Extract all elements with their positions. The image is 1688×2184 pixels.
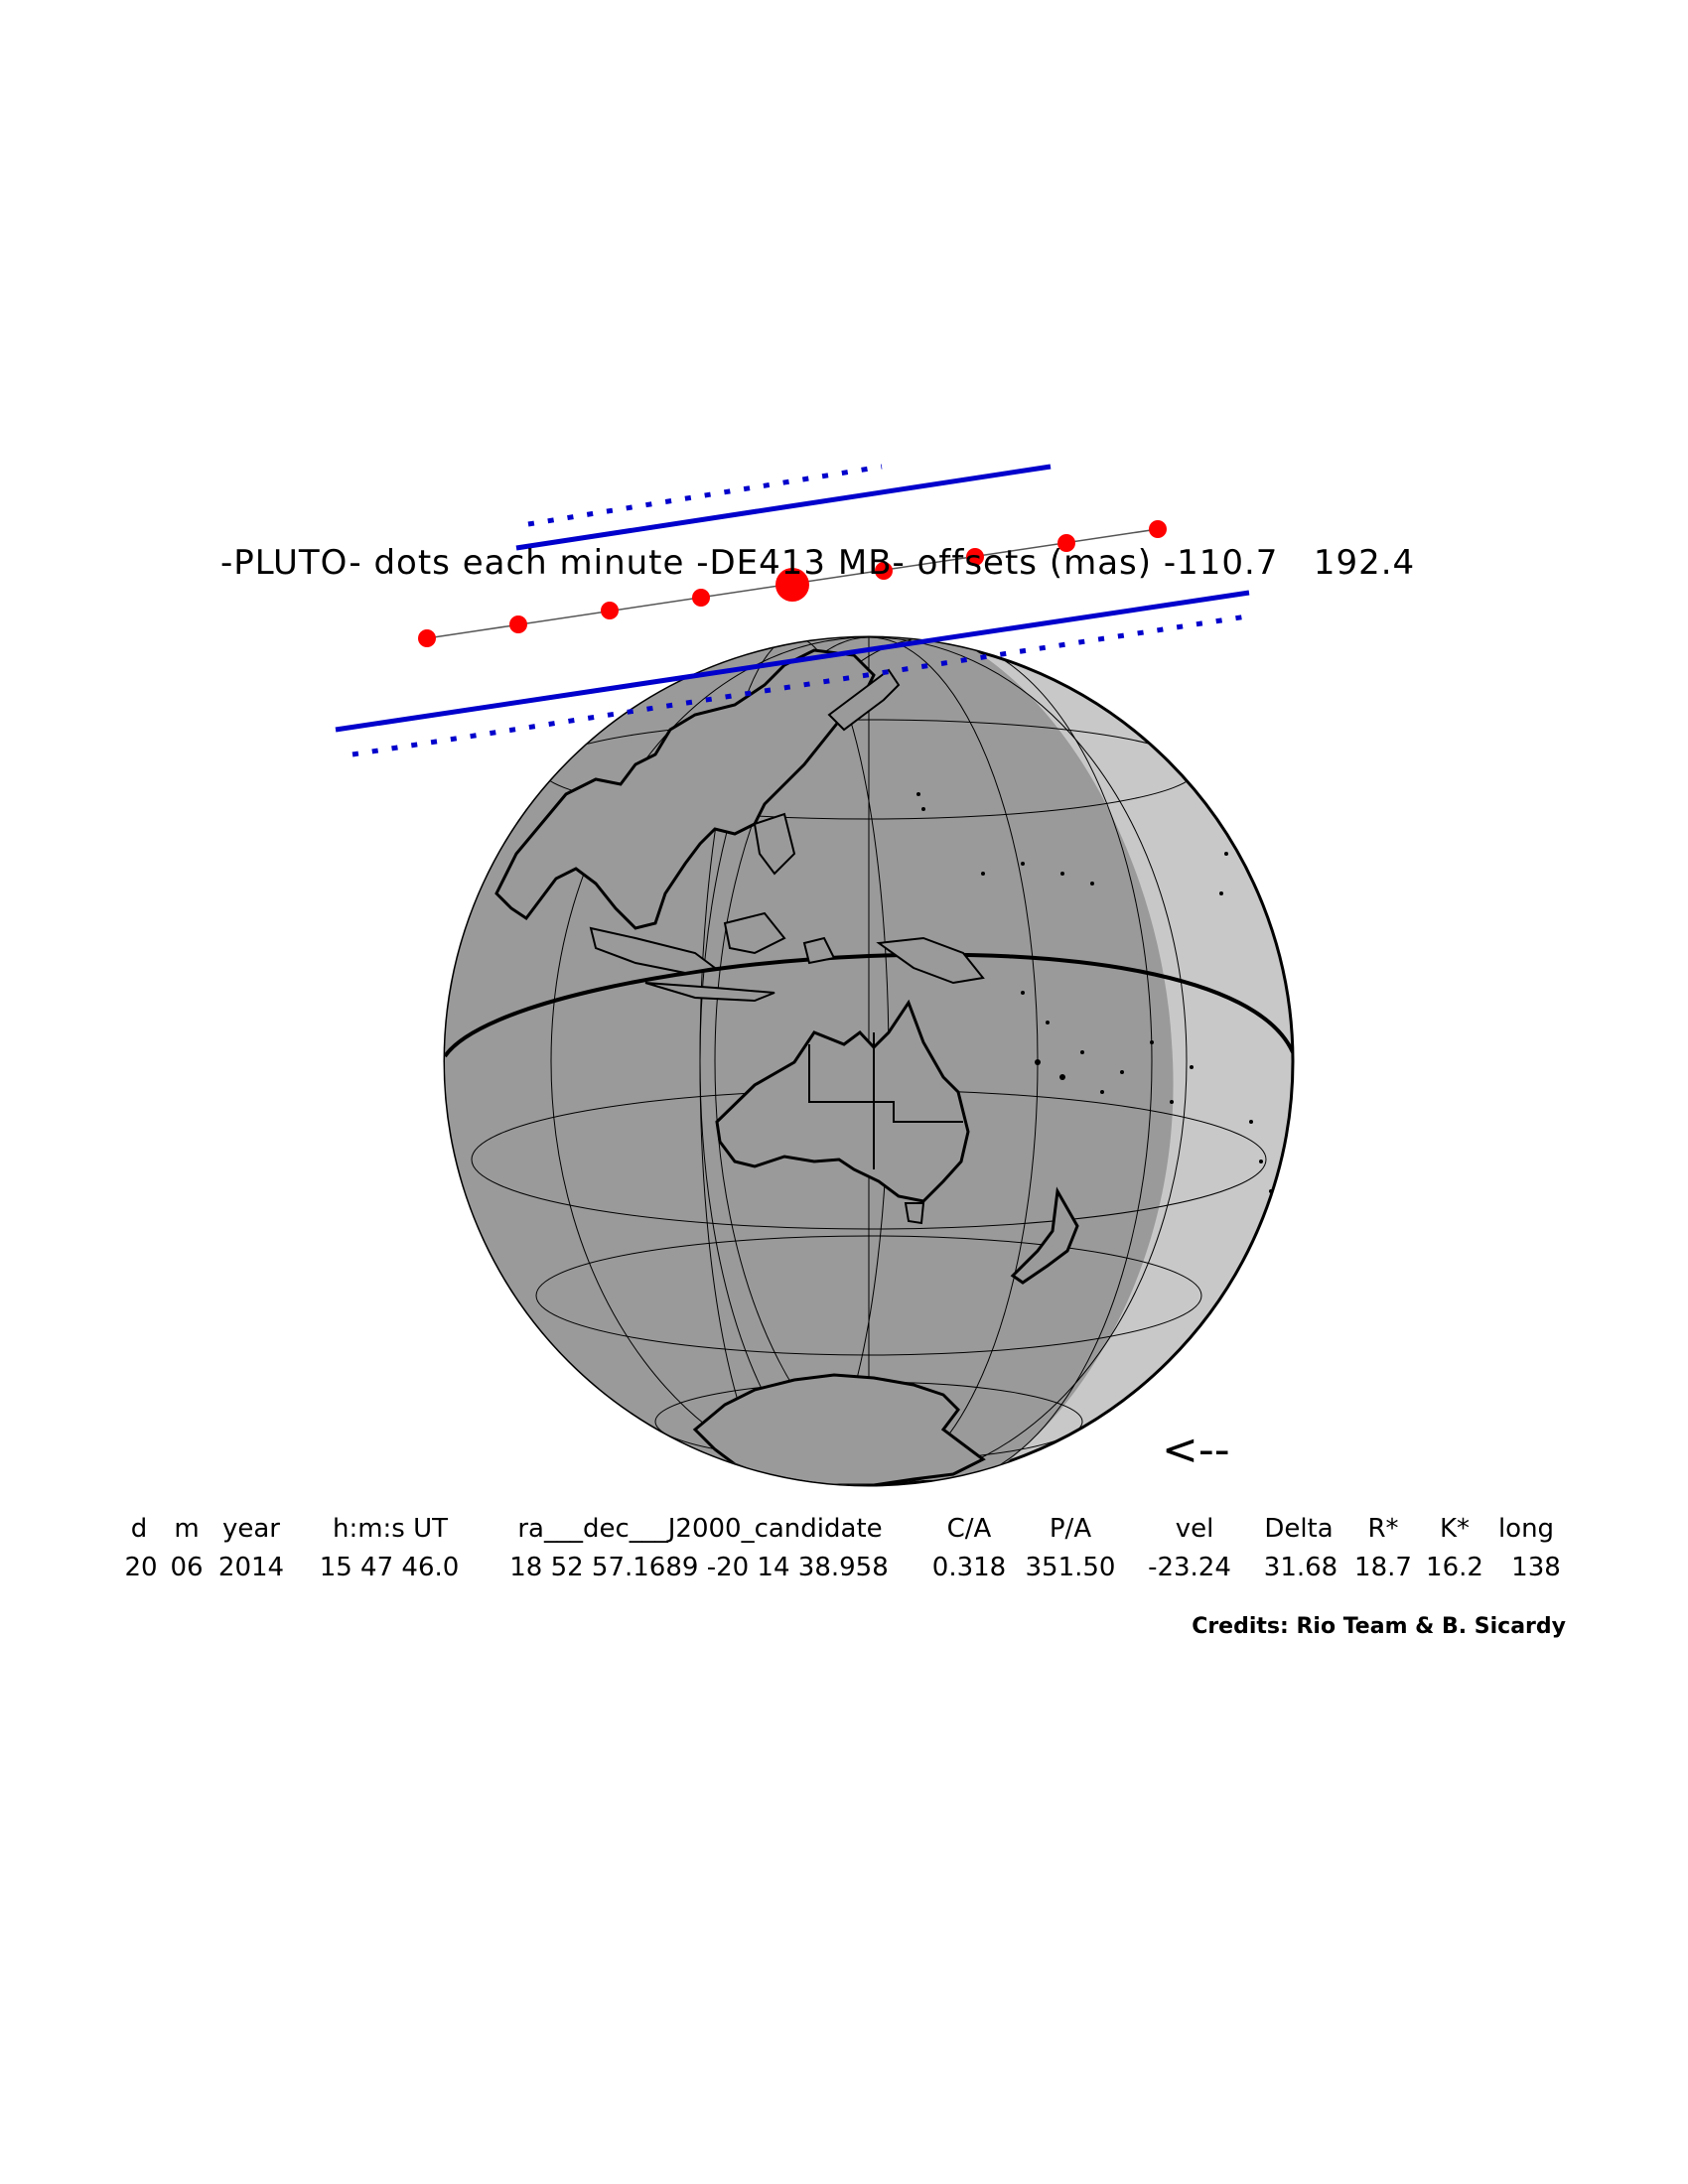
value-vel: -23.24: [1148, 1553, 1231, 1582]
value-k: 16.2: [1426, 1553, 1483, 1582]
japan: [827, 668, 901, 732]
indonesia-islands: [589, 812, 985, 1003]
minute-dot: [966, 548, 984, 566]
header-year: year: [222, 1514, 280, 1544]
direction-arrow: <--: [1162, 1425, 1230, 1475]
minute-dot: [509, 615, 527, 633]
value-long: 138: [1511, 1553, 1561, 1582]
value-radec: 18 52 57.1689 -20 14 38.958: [509, 1553, 889, 1582]
value-d: 20: [124, 1553, 157, 1582]
header-delta: Delta: [1264, 1514, 1333, 1544]
header-radec: ra___dec___J2000_candidate: [517, 1514, 882, 1544]
new-zealand: [1010, 1186, 1079, 1285]
value-pa: 351.50: [1026, 1553, 1116, 1582]
header-m: m: [174, 1514, 199, 1544]
minute-dot: [875, 562, 893, 580]
map-title: -PLUTO- dots each minute -DE413 MB- offs…: [220, 543, 1415, 583]
credits: Credits: Rio Team & B. Sicardy: [1192, 1614, 1566, 1639]
asia-outline: [494, 648, 876, 930]
header-d: d: [131, 1514, 148, 1544]
value-year: 2014: [218, 1553, 284, 1582]
minute-dot: [1057, 534, 1075, 552]
minute-dot: [418, 629, 436, 647]
value-time: 15 47 46.0: [320, 1553, 460, 1582]
center-path: [418, 520, 1167, 647]
value-delta: 31.68: [1264, 1553, 1337, 1582]
australia-state-borders: [808, 1032, 963, 1169]
value-r: 18.7: [1354, 1553, 1412, 1582]
minute-dot: [601, 602, 619, 619]
south-dotted-limit: [352, 613, 1254, 757]
value-m: 06: [170, 1553, 203, 1582]
minute-dot: [692, 589, 710, 607]
minute-dot: [1149, 520, 1167, 538]
value-ca: 0.318: [932, 1553, 1006, 1582]
shadow-limits: [335, 464, 1254, 757]
tasmania: [904, 1202, 925, 1225]
header-long: long: [1498, 1514, 1554, 1544]
header-pa: P/A: [1050, 1514, 1091, 1544]
header-r: R*: [1367, 1514, 1398, 1544]
north-dotted-limit: [527, 464, 883, 527]
header-time: h:m:s UT: [333, 1514, 448, 1544]
equator: [445, 952, 1293, 1058]
closest-approach-dot: [775, 568, 809, 602]
header-vel: vel: [1176, 1514, 1214, 1544]
parameter-table: d m year h:m:s UT ra___dec___J2000_candi…: [124, 1514, 1560, 1582]
pacific-islands: [916, 792, 1273, 1193]
globe: [443, 635, 1295, 1487]
header-ca: C/A: [947, 1514, 992, 1544]
header-k: K*: [1440, 1514, 1470, 1544]
south-solid-limit: [335, 590, 1250, 733]
north-solid-limit: [515, 464, 1052, 551]
